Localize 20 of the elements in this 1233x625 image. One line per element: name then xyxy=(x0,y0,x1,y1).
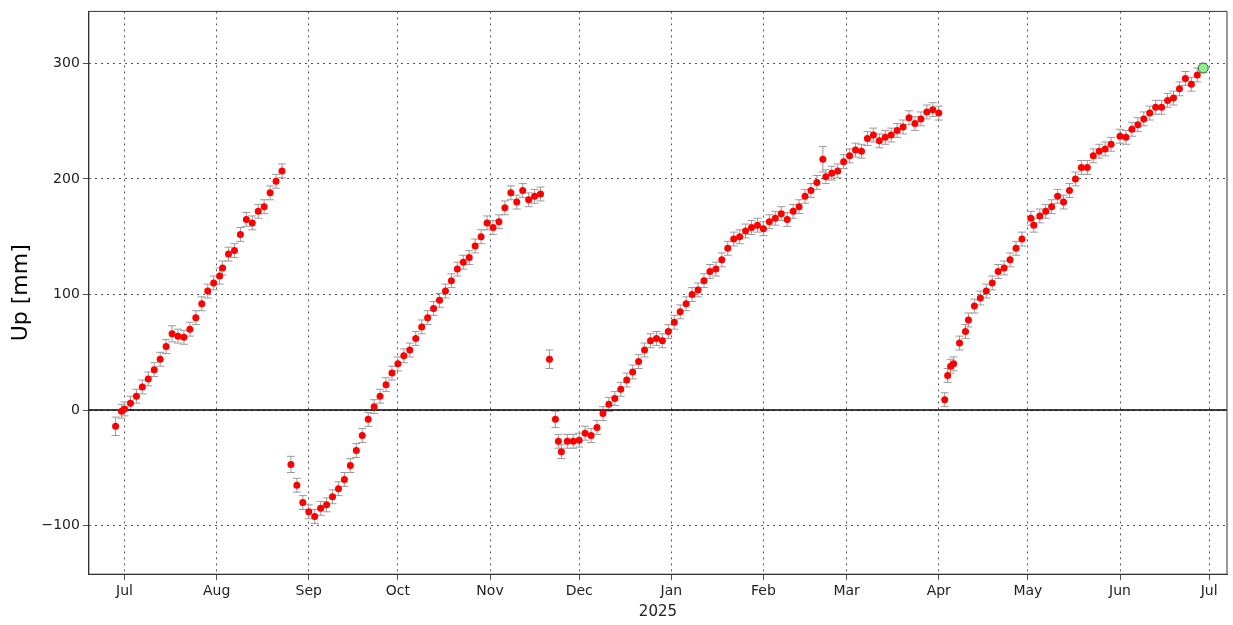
x-tick-label: Jun xyxy=(1108,582,1131,599)
y-tick-label: 300 xyxy=(53,54,80,71)
x-tick-label: Jan xyxy=(659,582,683,599)
x-tick-label: Dec xyxy=(565,582,593,599)
x-tick-label: Oct xyxy=(385,582,411,599)
x-tick-label: Jul xyxy=(115,582,133,599)
y-tick-label: 200 xyxy=(53,169,80,186)
x-tick-label: Mar xyxy=(833,582,861,599)
y-tick-label: −100 xyxy=(41,516,80,533)
x-axis-title: 2025 xyxy=(638,601,678,620)
x-tick-label: Apr xyxy=(926,582,952,599)
x-tick-label: Aug xyxy=(202,582,231,599)
x-tick-label: Jul xyxy=(1199,582,1218,599)
y-axis-title: Up [mm] xyxy=(6,244,32,342)
x-tick-label: Feb xyxy=(751,582,776,599)
y-tick-label: 0 xyxy=(70,400,80,417)
x-tick-label: Nov xyxy=(476,582,504,599)
x-tick-label: May xyxy=(1013,582,1043,599)
x-tick-label: Sep xyxy=(295,582,323,599)
y-tick-label: 100 xyxy=(53,285,80,302)
